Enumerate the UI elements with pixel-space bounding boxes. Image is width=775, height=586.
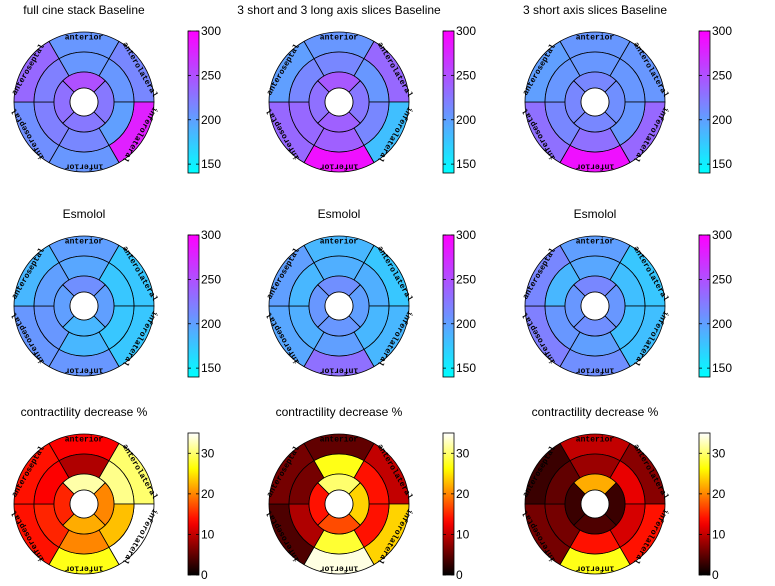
colorbar — [187, 234, 200, 378]
segment-label-anterior: anterior — [320, 34, 359, 43]
colorbar-tick-label: 250 — [201, 272, 221, 286]
segment-label-anterior: anterior — [320, 436, 359, 445]
colorbar-tick-label: 200 — [201, 113, 221, 127]
colorbar-tick-label: 10 — [712, 527, 726, 541]
bullseye-panel: 3 short axis slices Baselineanteriorante… — [521, 3, 732, 174]
colorbar-tick-label: 0 — [456, 568, 463, 582]
apex-hole — [324, 87, 354, 117]
apex-hole — [324, 489, 354, 519]
bullseye-panel: Esmololanterioranterolateralinferolatera… — [10, 207, 221, 378]
colorbar — [698, 30, 711, 174]
colorbar-tick-label: 250 — [201, 68, 221, 82]
panel-title: contractility decrease % — [532, 405, 659, 419]
colorbar-tick-label: 300 — [712, 24, 732, 38]
apex-hole — [580, 489, 610, 519]
colorbar-tick-label: 150 — [201, 361, 221, 375]
colorbar-tick-label: 150 — [712, 157, 732, 171]
colorbar-tick-label: 0 — [712, 568, 719, 582]
panel-title: contractility decrease % — [276, 405, 403, 419]
colorbar-tick-label: 10 — [201, 527, 215, 541]
panel-title: Esmolol — [63, 207, 106, 221]
colorbar-tick-label: 250 — [456, 272, 476, 286]
apex-hole — [69, 291, 99, 321]
segment-label-inferior: inferior — [576, 162, 615, 171]
colorbar — [698, 234, 711, 378]
colorbar-tick-label: 250 — [456, 68, 476, 82]
segment-label-anterior: anterior — [65, 34, 104, 43]
segment-label-anterior: anterior — [65, 238, 104, 247]
colorbar-tick-label: 200 — [456, 113, 476, 127]
segment-label-anterior: anterior — [65, 436, 104, 445]
colorbar — [442, 234, 455, 378]
bullseye-panel: contractility decrease %anterioranterola… — [521, 405, 725, 582]
segment-label-inferior: inferior — [65, 366, 104, 375]
colorbar-tick-label: 300 — [712, 228, 732, 242]
colorbar-tick-label: 300 — [456, 228, 476, 242]
segment-label-anterior: anterior — [576, 238, 615, 247]
colorbar — [442, 30, 455, 174]
segment-label-inferior: inferior — [576, 564, 615, 573]
colorbar — [442, 432, 455, 576]
bullseye-panel: contractility decrease %anterioranterola… — [265, 405, 469, 582]
bullseye-panel: 3 short and 3 long axis slices Baseline a… — [237, 3, 476, 174]
apex-hole — [69, 87, 99, 117]
colorbar-tick-label: 0 — [201, 568, 208, 582]
apex-hole — [69, 489, 99, 519]
colorbar-tick-label: 300 — [201, 24, 221, 38]
colorbar-tick-label: 30 — [201, 446, 215, 460]
colorbar-tick-label: 20 — [201, 487, 215, 501]
apex-hole — [580, 291, 610, 321]
colorbar-tick-label: 150 — [456, 157, 476, 171]
segment-label-anterior: anterior — [320, 238, 359, 247]
segment-label-anterior: anterior — [576, 34, 615, 43]
bullseye-panel: full cine stack Baselineanterioranterola… — [10, 3, 221, 174]
colorbar-tick-label: 250 — [712, 68, 732, 82]
bullseye-panel: Esmololanterioranterolateralinferolatera… — [521, 207, 732, 378]
segment-label-inferior: inferior — [65, 564, 104, 573]
colorbar-tick-label: 30 — [456, 446, 470, 460]
panel-title: Esmolol — [318, 207, 361, 221]
segment-label-anterior: anterior — [576, 436, 615, 445]
segment-label-inferior: inferior — [320, 366, 359, 375]
segment-label-inferior: inferior — [65, 162, 104, 171]
colorbar — [187, 432, 200, 576]
colorbar-tick-label: 150 — [456, 361, 476, 375]
panel-title: 3 short and 3 long axis slices Baseline — [237, 3, 441, 17]
colorbar-tick-label: 200 — [201, 317, 221, 331]
segment-label-inferior: inferior — [320, 162, 359, 171]
segment-label-inferior: inferior — [320, 564, 359, 573]
panel-title: full cine stack Baseline — [23, 3, 145, 17]
colorbar-tick-label: 200 — [712, 317, 732, 331]
apex-hole — [580, 87, 610, 117]
colorbar-tick-label: 250 — [712, 272, 732, 286]
segment-label-inferior: inferior — [576, 366, 615, 375]
colorbar-tick-label: 20 — [712, 487, 726, 501]
colorbar-tick-label: 300 — [201, 228, 221, 242]
apex-hole — [324, 291, 354, 321]
colorbar-tick-label: 30 — [712, 446, 726, 460]
colorbar — [698, 432, 711, 576]
colorbar-tick-label: 300 — [456, 24, 476, 38]
panel-title: contractility decrease % — [21, 405, 148, 419]
colorbar-tick-label: 200 — [456, 317, 476, 331]
colorbar-tick-label: 200 — [712, 113, 732, 127]
colorbar-tick-label: 20 — [456, 487, 470, 501]
bullseye-panel: contractility decrease %anterioranterola… — [10, 405, 214, 582]
bullseye-panel: Esmololanterioranterolateralinferolatera… — [265, 207, 476, 378]
colorbar — [187, 30, 200, 174]
colorbar-tick-label: 10 — [456, 527, 470, 541]
panel-title: Esmolol — [574, 207, 617, 221]
panel-title: 3 short axis slices Baseline — [523, 3, 667, 17]
colorbar-tick-label: 150 — [201, 157, 221, 171]
colorbar-tick-label: 150 — [712, 361, 732, 375]
